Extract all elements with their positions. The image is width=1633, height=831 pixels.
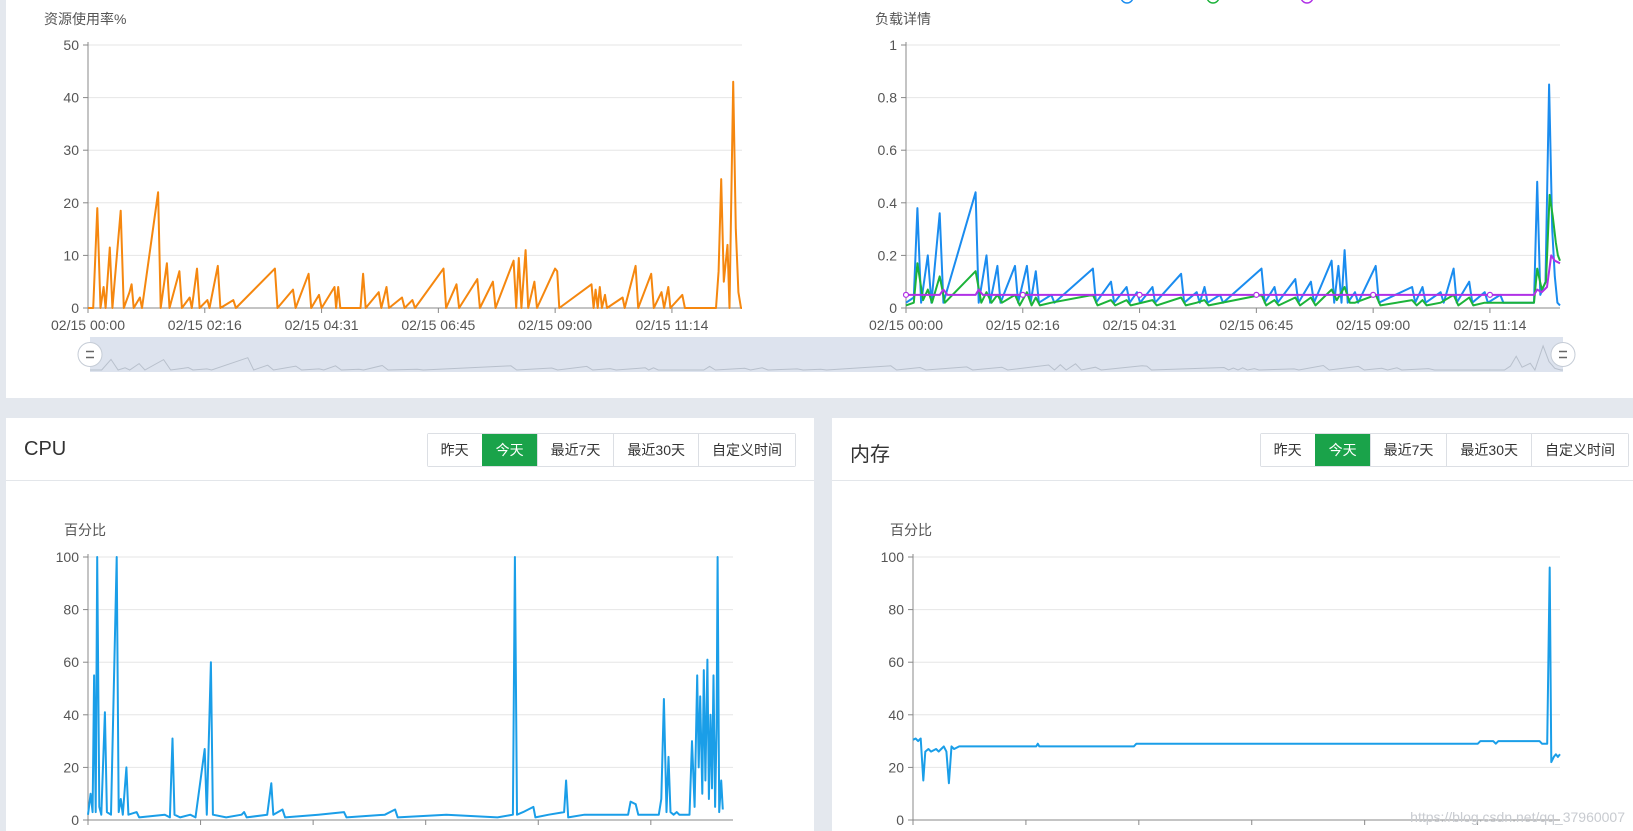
load-series-2-marker — [1253, 291, 1260, 298]
load-xtick-label: 02/15 06:45 — [1219, 317, 1293, 333]
resource-xtick-label: 02/15 02:16 — [168, 317, 242, 333]
load-xtick-label: 02/15 04:31 — [1103, 317, 1177, 333]
cpu-ytick-label: 60 — [63, 654, 79, 670]
memory-ytick-label: 100 — [881, 549, 905, 565]
cpu-card: CPU 昨天 今天 最近7天 最近30天 自定义时间 — [6, 418, 814, 831]
memory-btn-yesterday[interactable]: 昨天 — [1260, 434, 1315, 466]
memory-ytick-label: 20 — [888, 759, 904, 775]
load-series-2-marker — [902, 291, 910, 298]
resource-xtick-label: 02/15 11:14 — [635, 317, 708, 333]
data-zoom-handle-right[interactable] — [1550, 342, 1576, 367]
memory-btn-custom-time[interactable]: 自定义时间 — [1531, 434, 1628, 466]
resource-chart: 资源使用率% 0 10 20 30 40 50 02/15 00:00 02/15 02:16 0… — [44, 11, 742, 333]
load-grid — [906, 44, 1560, 256]
data-zoom-slider — [77, 337, 1576, 372]
memory-card-title: 内存 — [850, 444, 890, 466]
data-zoom-preview — [90, 344, 1563, 372]
resource-xtick-label: 02/15 00:00 — [51, 317, 125, 333]
cpu-ytick-label: 0 — [71, 812, 79, 828]
memory-card-header: 内存 昨天 今天 最近7天 最近30天 自定义时间 — [832, 418, 1633, 481]
resource-ytick-label: 50 — [63, 37, 79, 53]
memory-btn-today[interactable]: 今天 — [1314, 434, 1370, 466]
cpu-btn-last-7-days[interactable]: 最近7天 — [536, 434, 614, 466]
watermark: https://blog.csdn.net/qq_37960007 — [1410, 809, 1625, 825]
load-ytick-label: 0.2 — [878, 247, 898, 263]
resource-ytick-label: 10 — [63, 247, 79, 263]
load-legend-marker-2 — [1300, 0, 1314, 4]
load-legend-marker-1 — [1206, 0, 1220, 4]
memory-ytick-label: 60 — [888, 654, 904, 670]
resource-title: 资源使用率% — [44, 11, 126, 27]
cpu-ytick-label: 100 — [56, 549, 80, 565]
load-ytick-label: 0.4 — [878, 195, 898, 211]
load-chart: 负载详情 0 0.2 0.4 0.6 0.8 1 02/15 00:00 02/15 02:16… — [869, 11, 1561, 333]
cpu-time-range-buttons: 昨天 今天 最近7天 最近30天 自定义时间 — [426, 433, 796, 467]
load-xtick-label: 02/15 00:00 — [869, 317, 943, 333]
load-ytick-label: 0.6 — [878, 142, 898, 158]
load-ytick-label: 0 — [889, 300, 897, 316]
cpu-chart: 百分比 0 20 40 60 80 100 — [56, 522, 733, 828]
memory-chart: 百分比 0 20 40 60 80 100 — [881, 522, 1561, 828]
cpu-btn-last-30-days[interactable]: 最近30天 — [613, 434, 698, 466]
cpu-btn-today[interactable]: 今天 — [481, 434, 537, 466]
memory-ytick-label: 0 — [896, 812, 904, 828]
memory-title: 百分比 — [890, 522, 932, 538]
resource-ytick-label: 20 — [63, 195, 79, 211]
data-zoom-handle-knob — [77, 342, 103, 367]
cpu-ytick-label: 80 — [63, 602, 79, 618]
load-series-2-marker — [1486, 291, 1494, 298]
resource-ytick-label: 40 — [63, 90, 79, 106]
load-xtick-label: 02/15 09:00 — [1336, 317, 1410, 333]
cpu-ytick-label: 40 — [63, 707, 79, 723]
cpu-card-title: CPU — [24, 438, 67, 460]
memory-ytick-label: 40 — [888, 707, 904, 723]
cpu-grid — [88, 556, 733, 768]
resource-ytick-label: 0 — [71, 300, 79, 316]
resource-xtick-label: 02/15 06:45 — [401, 317, 475, 333]
memory-btn-last-7-days[interactable]: 最近7天 — [1369, 434, 1447, 466]
cpu-ytick-label: 20 — [63, 759, 79, 775]
memory-series-0-line — [912, 566, 1561, 785]
resource-xtick-label: 02/15 04:31 — [285, 317, 359, 333]
load-series-2-marker — [1136, 291, 1143, 298]
load-xtick-label: 02/15 11:14 — [1453, 317, 1526, 333]
memory-btn-last-30-days[interactable]: 最近30天 — [1446, 434, 1531, 466]
memory-grid — [913, 556, 1560, 768]
load-xtick-label: 02/15 02:16 — [986, 317, 1060, 333]
load-ytick-label: 0.8 — [878, 90, 898, 106]
memory-time-range-buttons: 昨天 今天 最近7天 最近30天 自定义时间 — [1259, 433, 1629, 467]
cpu-card-header: CPU 昨天 今天 最近7天 最近30天 自定义时间 — [6, 418, 814, 481]
cpu-series-0-line — [87, 556, 724, 819]
data-zoom-handle-left[interactable] — [77, 342, 103, 367]
resource-grid — [88, 44, 742, 256]
load-legend-marker-0 — [1120, 0, 1134, 4]
load-series-2-marker — [1370, 291, 1377, 298]
data-zoom-handle-knob — [1550, 342, 1576, 367]
resource-xtick-label: 02/15 09:00 — [518, 317, 592, 333]
load-legend — [1120, 0, 1314, 4]
load-ytick-label: 1 — [889, 37, 897, 53]
memory-card: 内存 昨天 今天 最近7天 最近30天 自定义时间 — [832, 418, 1633, 831]
cpu-title: 百分比 — [64, 522, 106, 538]
load-title: 负载详情 — [875, 11, 931, 27]
cpu-btn-custom-time[interactable]: 自定义时间 — [698, 434, 795, 466]
resource-series-0-line — [88, 80, 742, 309]
top-panel — [6, 0, 1633, 398]
cpu-btn-yesterday[interactable]: 昨天 — [427, 434, 482, 466]
memory-ytick-label: 80 — [888, 602, 904, 618]
resource-ytick-label: 30 — [63, 142, 79, 158]
load-series-2-marker — [1019, 291, 1026, 298]
